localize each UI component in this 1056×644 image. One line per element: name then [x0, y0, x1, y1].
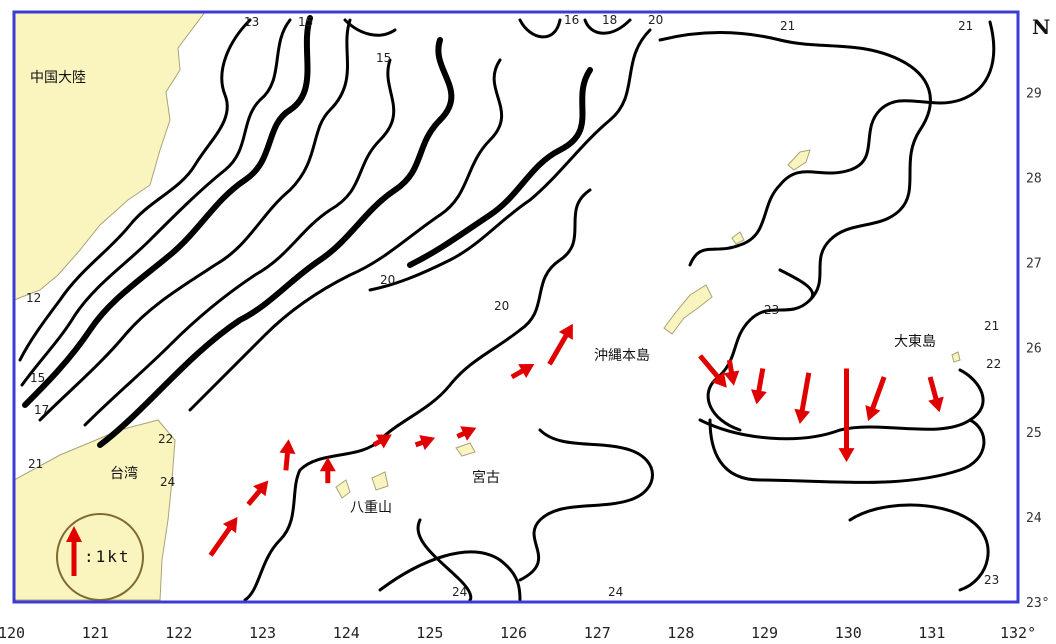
- current-arrow: [698, 354, 727, 388]
- label-taiwan: 台湾: [110, 465, 138, 482]
- current-arrow: [794, 372, 812, 424]
- north-label: N: [1032, 15, 1050, 39]
- label-mainland: 中国大陸: [30, 70, 86, 86]
- longitude-tick-label: 130: [835, 624, 862, 642]
- contour-label: 13: [244, 15, 259, 29]
- latitude-tick-label: 29: [1026, 87, 1042, 102]
- contour-label: 17: [34, 403, 49, 417]
- longitude-tick-label: 122: [165, 624, 192, 642]
- current-arrow: [547, 323, 573, 366]
- longitude-ticks: 120 121 122 123 124 125 126 127 128 129 130 131 132°: [0, 624, 1036, 642]
- contour-label: 21: [958, 19, 973, 33]
- contour-label: 20: [648, 13, 663, 27]
- contour-label: 20: [380, 273, 395, 287]
- current-arrow: [456, 426, 477, 441]
- contour-label: 22: [986, 357, 1001, 371]
- contour-label: 12: [26, 291, 41, 305]
- current-arrow: [372, 434, 392, 449]
- contour-labels: 13 15 16 18 20 21 15 12 15 17 21 22 24 2…: [26, 13, 1001, 599]
- longitude-tick-label: 131: [918, 624, 945, 642]
- current-arrow: [279, 439, 296, 471]
- contour-label: 15: [376, 51, 391, 65]
- contour-label: 21: [780, 19, 795, 33]
- latitude-tick-label: 25: [1026, 426, 1042, 441]
- speed-legend: :1kt: [56, 513, 144, 601]
- latitude-ticks: 29 28 27 26 25 24 23°: [1026, 87, 1049, 611]
- contour-label: 24: [608, 585, 623, 599]
- contour-label: 23: [764, 303, 779, 317]
- label-daito: 大東島: [894, 334, 936, 350]
- contour-label: 21: [28, 457, 43, 471]
- map-frame: [12, 10, 1020, 604]
- longitude-tick-label: 126: [500, 624, 527, 642]
- legend-label: :1kt: [84, 547, 131, 566]
- label-okinawa: 沖縄本島: [594, 348, 650, 364]
- ryukyu-islands: [335, 149, 961, 499]
- longitude-tick-label: 125: [416, 624, 443, 642]
- label-yaeyama: 八重山: [350, 500, 392, 516]
- longitude-tick-label: 129: [751, 624, 778, 642]
- contour-label: 22: [158, 432, 173, 446]
- legend-circle: [56, 513, 144, 601]
- current-arrow: [723, 359, 740, 386]
- latitude-tick-label: 23°: [1026, 596, 1049, 611]
- longitude-tick-label: 127: [584, 624, 611, 642]
- current-arrow: [510, 364, 535, 380]
- latitude-tick-label: 24: [1026, 511, 1042, 526]
- longitude-tick-label: 121: [82, 624, 109, 642]
- latitude-tick-label: 27: [1026, 256, 1042, 271]
- contour-label: 15: [298, 15, 313, 29]
- current-arrow: [414, 435, 436, 451]
- current-arrow: [751, 368, 767, 405]
- contour-label: 18: [602, 13, 617, 27]
- current-arrow: [838, 368, 855, 463]
- contour-label: 15: [30, 371, 45, 385]
- current-arrow: [865, 376, 887, 421]
- contour-label: 20: [494, 299, 509, 313]
- contour-label: 16: [564, 13, 579, 27]
- current-arrow: [246, 480, 269, 507]
- label-miyako: 宮古: [472, 470, 500, 486]
- longitude-tick-label: 120: [0, 624, 25, 642]
- latitude-tick-label: 28: [1026, 172, 1042, 187]
- longitude-tick-label: 123: [249, 624, 276, 642]
- current-arrow: [208, 517, 238, 557]
- current-arrow: [927, 376, 944, 413]
- current-arrow: [319, 457, 336, 484]
- contour-label: 21: [984, 319, 999, 333]
- longitude-tick-label: 128: [667, 624, 694, 642]
- contour-label: 24: [452, 585, 467, 599]
- isotherm-contours: [18, 15, 996, 602]
- current-arrows: [208, 323, 944, 557]
- contour-label: 23: [984, 573, 999, 587]
- contour-label: 24: [160, 475, 175, 489]
- longitude-tick-label: 124: [333, 624, 360, 642]
- longitude-tick-label: 132°: [1000, 624, 1036, 642]
- mainland-landmass: [13, 11, 206, 301]
- latitude-tick-label: 26: [1026, 341, 1042, 356]
- taiwan-landmass: [13, 419, 176, 601]
